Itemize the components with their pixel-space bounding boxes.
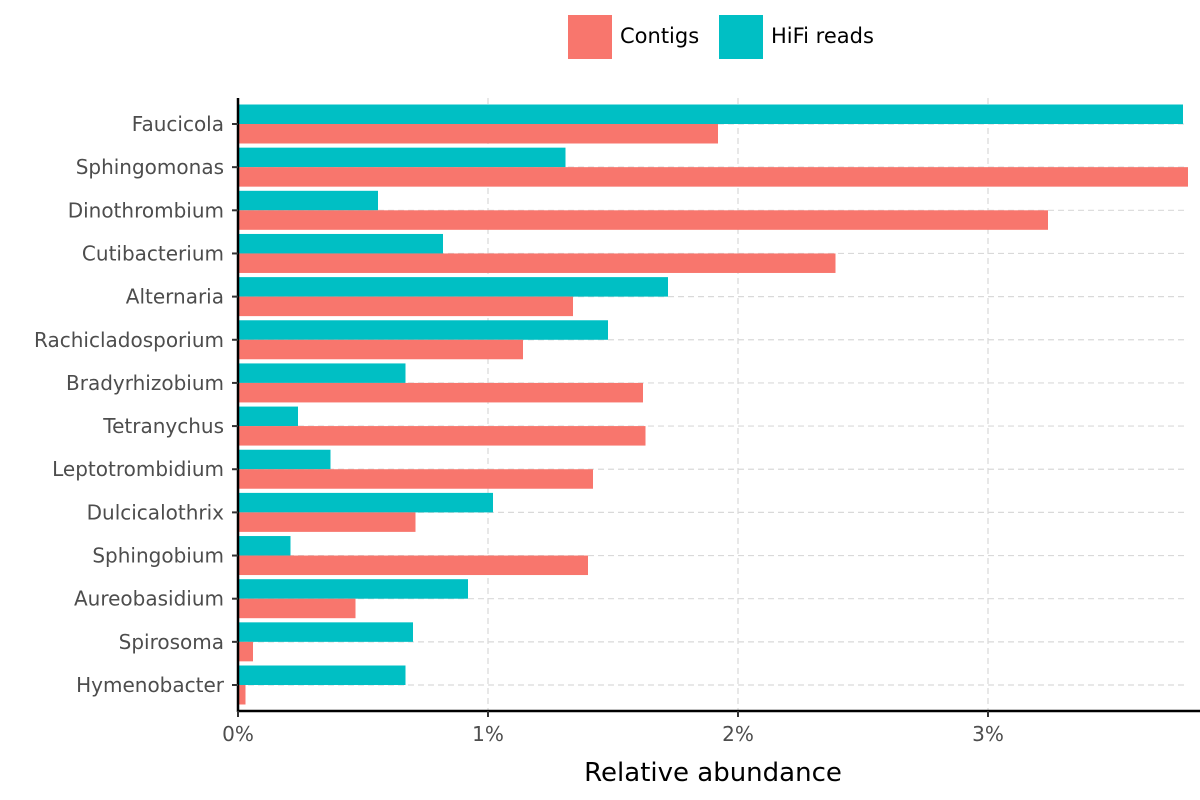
bar-hifi-alternaria xyxy=(238,277,668,297)
bar-contigs-sphingobium xyxy=(238,555,588,576)
bar-contigs-rachicladosporium xyxy=(238,339,523,360)
y-tick-label: Rachicladosporium xyxy=(34,328,224,352)
bar-hifi-spirosoma xyxy=(238,622,413,642)
bar-contigs-alternaria xyxy=(238,296,573,317)
bar-hifi-rachicladosporium xyxy=(238,320,608,340)
axes xyxy=(232,98,1200,717)
bar-hifi-faucicola xyxy=(238,104,1183,124)
bar-hifi-cutibacterium xyxy=(238,233,443,254)
bar-hifi-sphingobium xyxy=(238,536,291,556)
bar-contigs-faucicola xyxy=(238,124,718,144)
bar-contigs-hymenobacter xyxy=(238,685,246,705)
bars xyxy=(238,104,1188,705)
x-tick-label: 1% xyxy=(472,722,504,746)
legend-label-contigs: Contigs xyxy=(620,24,699,48)
bar-contigs-sphingomonas xyxy=(238,167,1188,187)
x-tick-label: 0% xyxy=(222,722,254,746)
y-tick-label: Leptotrombidium xyxy=(52,457,224,481)
y-tick-label: Dulcicalothrix xyxy=(87,500,225,524)
y-tick-label: Tetranychus xyxy=(102,414,224,438)
y-tick-label: Spirosoma xyxy=(119,630,224,654)
y-tick-label: Dinothrombium xyxy=(68,198,224,222)
bar-hifi-dinothrombium xyxy=(238,190,378,211)
bar-contigs-bradyrhizobium xyxy=(238,382,643,403)
legend-label-hifi-reads: HiFi reads xyxy=(771,24,874,48)
y-tick-label: Alternaria xyxy=(126,285,224,309)
bar-contigs-cutibacterium xyxy=(238,253,836,273)
bar-contigs-leptotrombidium xyxy=(238,469,593,489)
x-tick-label: 2% xyxy=(722,722,754,746)
x-axis-title: Relative abundance xyxy=(584,758,842,788)
bar-contigs-dinothrombium xyxy=(238,210,1048,230)
y-tick-label: Faucicola xyxy=(132,112,224,136)
bar-hifi-bradyrhizobium xyxy=(238,363,406,383)
y-tick-label: Sphingobium xyxy=(92,544,224,568)
legend-swatch-hifi-reads xyxy=(719,15,763,59)
bar-contigs-dulcicalothrix xyxy=(238,512,416,532)
bar-hifi-dulcicalothrix xyxy=(238,492,493,513)
y-tick-label: Hymenobacter xyxy=(76,673,225,697)
bar-hifi-aureobasidium xyxy=(238,579,468,599)
bar-contigs-aureobasidium xyxy=(238,598,356,619)
x-tick-label: 3% xyxy=(972,722,1004,746)
y-tick-label: Bradyrhizobium xyxy=(66,371,224,395)
y-tick-label: Cutibacterium xyxy=(82,241,224,265)
bar-hifi-leptotrombidium xyxy=(238,449,331,470)
legend-swatch-contigs xyxy=(568,15,612,59)
bar-hifi-sphingomonas xyxy=(238,147,566,168)
bar-contigs-tetranychus xyxy=(238,426,646,446)
y-tick-label: Sphingomonas xyxy=(76,155,224,179)
bar-hifi-hymenobacter xyxy=(238,665,406,685)
y-tick-label: Aureobasidium xyxy=(74,587,224,611)
bar-contigs-spirosoma xyxy=(238,641,253,662)
gridlines xyxy=(238,98,1188,711)
y-tick-labels: Faucicola Sphingomonas Dinothrombium Cutiba… xyxy=(34,112,225,697)
legend: Contigs HiFi reads xyxy=(568,15,874,59)
x-tick-labels: 0% 1% 2% 3% xyxy=(222,722,1004,746)
bar-hifi-tetranychus xyxy=(238,406,298,427)
